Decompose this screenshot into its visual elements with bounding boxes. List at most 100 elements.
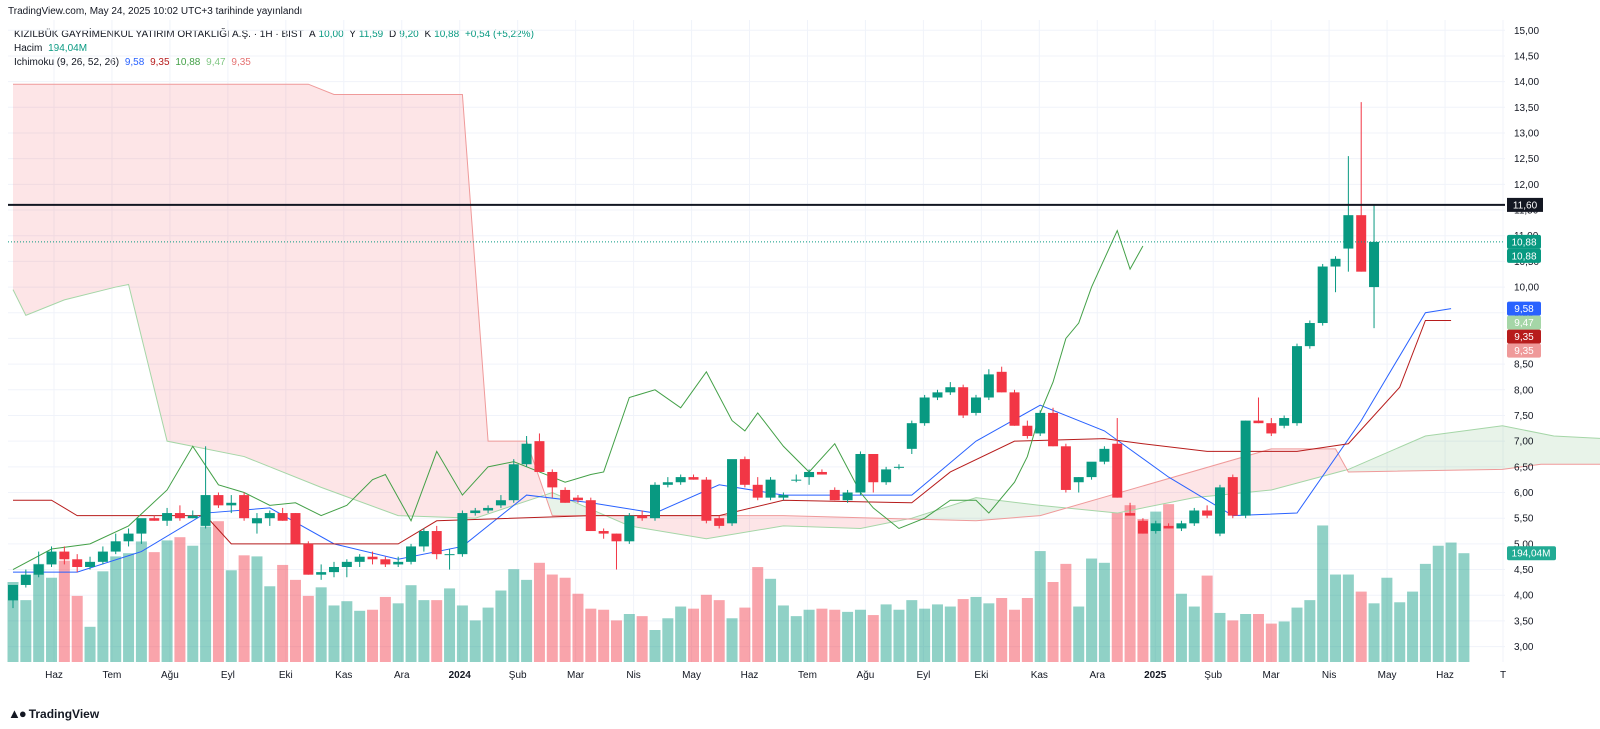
candle-body [662,482,673,485]
volume-bar [302,595,314,662]
volume-bar [264,586,276,662]
y-tick-label: 12,00 [1514,180,1539,191]
volume-bar [675,606,687,662]
candle-body [714,518,725,526]
x-tick-label: Nis [1322,670,1336,681]
ichimoku-tenkan-value: 9,58 [124,57,145,68]
candle-body [495,500,506,506]
candle-body [483,507,494,511]
volume-bar [1342,574,1354,662]
tradingview-logo[interactable]: ▲● TradingView [8,706,99,721]
y-tick-label: 3,50 [1514,616,1534,627]
volume-bar [148,552,160,662]
volume-bar [1304,600,1316,662]
volume-bar [790,616,802,662]
volume-bar [20,600,32,662]
open-value: 10,00 [318,29,344,40]
candle-body [1112,443,1123,498]
volume-bar [123,553,135,662]
change-value: +0,54 (+5,22%) [464,29,534,40]
volume-bar [957,599,969,662]
volume-label: Hacim [14,43,43,54]
price-tag [1507,343,1541,358]
y-tick-label: 13,00 [1514,128,1539,139]
volume-bar [431,600,443,662]
price-tag [1507,329,1541,344]
volume-bar [1021,598,1033,662]
volume-bar [161,540,173,662]
high-value: 11,59 [358,29,384,40]
candle-body [1060,446,1071,490]
candle-body [508,464,519,501]
y-tick-label: 13,50 [1514,103,1539,114]
x-tick-label: Kas [1031,670,1048,681]
candle-body [932,392,943,398]
candle-body [996,371,1007,393]
tradingview-brand: TradingView [28,706,100,721]
candle-body [765,479,776,498]
candle-body [1099,448,1110,462]
y-tick-label: 10,00 [1514,283,1539,294]
price-tag [1507,248,1541,263]
volume-bar [1381,577,1393,662]
volume-bar [135,541,147,662]
candle-body [341,561,352,567]
candle-body [136,518,147,534]
volume-bar [187,545,199,662]
volume-bar [225,570,237,662]
candle-body [560,489,571,503]
candle-body [277,513,288,521]
x-tick-label: Ara [394,670,410,681]
candle-body [688,477,699,480]
volume-bar [559,577,571,662]
volume-bar [495,590,507,662]
volume-bar [212,521,224,662]
x-tick-label: Şub [1204,670,1222,681]
candle-body [329,566,339,573]
candle-body [829,489,840,501]
candle-body [816,471,827,475]
x-tick-label: Eyl [221,670,235,681]
price-tag [1507,301,1541,316]
x-tick-label: Kas [335,670,352,681]
y-tick-label: 4,50 [1514,565,1534,576]
candle-body [174,513,185,519]
candle-body [1279,418,1290,426]
candles [8,102,1380,609]
volume-bar [880,604,892,662]
volume-bar [379,596,391,662]
candle-body [701,479,712,521]
volume-bar [277,564,289,662]
volume-bar [854,609,866,662]
volume-bar [893,609,905,662]
volume-bar [341,601,353,662]
volume-bar [508,569,520,662]
volume-bar [983,603,995,662]
x-tick-label: May [1378,670,1397,681]
price-tag-label: 10,88 [1511,251,1536,262]
x-tick-label: Ağu [857,670,875,681]
candle-body [521,443,532,465]
volume-bar [1368,603,1380,662]
volume-row: Hacim 194,04M [14,42,537,56]
volume-bar [7,582,19,662]
volume-bar [1047,582,1059,662]
volume-bar [1098,562,1110,662]
candle-body [637,515,648,519]
candle-body [251,518,262,524]
volume-bar [418,600,430,662]
volume-bar [174,537,186,662]
grid-lines [8,20,1505,662]
volume-bar [444,588,456,662]
volume-bar [1240,614,1252,662]
y-tick-label: 12,50 [1514,154,1539,165]
candle-body [534,441,545,472]
volume-bars [7,504,1470,662]
volume-bar [1214,612,1226,662]
ichimoku-row: Ichimoku (9, 26, 52, 26) 9,58 9,35 10,88… [14,56,537,70]
volume-bar [700,594,712,662]
volume-bar [726,618,738,662]
volume-bar [765,578,777,662]
volume-bar [931,604,943,662]
